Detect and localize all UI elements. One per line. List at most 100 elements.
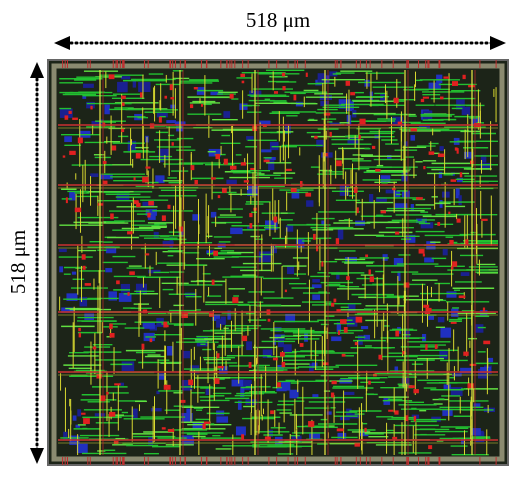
via-red [158, 116, 162, 123]
cell-blue [167, 346, 174, 356]
cell-blue [205, 387, 211, 396]
via-red [299, 181, 303, 187]
via-red [418, 248, 425, 254]
cell-blue [410, 135, 416, 141]
cell-blue [311, 284, 322, 288]
cell-blue [285, 225, 294, 232]
via-red [241, 335, 248, 342]
cell-blue [259, 120, 271, 126]
via-red [483, 340, 491, 345]
via-red [440, 96, 444, 100]
cell-blue [443, 384, 451, 389]
via-red [454, 147, 458, 151]
via-red [305, 192, 312, 197]
via-red [313, 233, 316, 240]
via-red [273, 216, 278, 223]
via-red [410, 128, 417, 132]
via-red [81, 254, 86, 260]
cell-blue [410, 204, 414, 212]
via-red [78, 332, 82, 338]
cell-blue [158, 154, 166, 163]
cell-blue [336, 271, 340, 280]
via-red [114, 383, 121, 386]
via-red [340, 319, 347, 324]
cell-blue [100, 174, 113, 180]
cell-blue [150, 408, 162, 412]
via-red [193, 86, 198, 90]
via-red [459, 172, 463, 178]
via-red [416, 197, 423, 200]
cell-blue [182, 350, 191, 359]
cell-blue [265, 156, 276, 161]
cell-blue [438, 171, 443, 179]
via-red [188, 379, 194, 386]
cell-blue [277, 338, 285, 348]
via-red [170, 97, 174, 100]
cell-blue [69, 190, 76, 201]
cell-blue [226, 179, 237, 185]
cell-blue [147, 215, 156, 220]
chip-io-ring [51, 63, 505, 462]
cell-blue [83, 83, 94, 88]
via-red [331, 302, 335, 307]
cell-blue [181, 380, 193, 391]
cell-blue [155, 175, 165, 184]
via-red [336, 309, 341, 312]
via-red [240, 73, 246, 78]
cell-blue [210, 211, 217, 218]
via-red [96, 373, 102, 379]
cell-blue [66, 293, 78, 301]
cell-blue [158, 148, 170, 159]
via-red [74, 207, 82, 213]
cell-blue [156, 112, 168, 118]
via-red [333, 298, 337, 303]
cell-blue [420, 222, 434, 229]
via-red [190, 104, 194, 109]
cell-blue [135, 283, 147, 294]
via-red [277, 382, 281, 388]
cell-blue [235, 426, 246, 436]
via-red [353, 187, 358, 193]
via-red [210, 177, 216, 180]
via-red [77, 137, 83, 144]
via-red [249, 223, 253, 229]
via-red [443, 76, 449, 79]
cell-blue [206, 250, 215, 254]
cell-blue [439, 146, 444, 151]
cell-blue [158, 373, 167, 380]
cell-blue [304, 331, 308, 342]
via-red [221, 187, 227, 193]
cell-blue [237, 400, 242, 410]
via-red [413, 389, 419, 394]
via-red [139, 92, 143, 98]
via-red [69, 150, 76, 155]
via-red [281, 361, 286, 368]
via-red [84, 283, 91, 286]
cell-blue [105, 268, 113, 273]
via-red [408, 385, 416, 389]
via-red [299, 343, 304, 347]
via-red [422, 253, 425, 257]
cell-blue [480, 367, 491, 374]
via-red [336, 160, 342, 167]
via-red [452, 261, 458, 267]
via-red [368, 269, 371, 275]
cell-blue [181, 412, 193, 422]
cell-blue [58, 248, 67, 253]
via-red [241, 80, 245, 84]
via-red [437, 222, 441, 226]
via-red [243, 180, 249, 183]
via-red [282, 86, 286, 91]
via-red [72, 117, 78, 120]
cell-blue [337, 228, 344, 240]
via-red [223, 158, 228, 165]
via-red [214, 378, 220, 384]
cell-blue [90, 173, 99, 177]
via-red [141, 343, 145, 350]
cell-blue [166, 120, 176, 124]
cell-blue [230, 227, 243, 235]
via-red [241, 434, 245, 440]
via-red [279, 352, 285, 357]
via-red [329, 131, 332, 137]
via-red [449, 239, 454, 245]
